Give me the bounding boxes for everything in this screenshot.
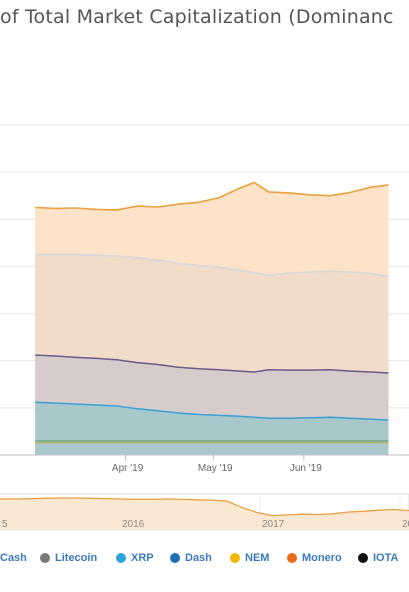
legend-label: Monero [302, 552, 342, 564]
legend-item[interactable]: IOTA [358, 552, 398, 564]
ethereum-area [35, 254, 389, 373]
legend-item[interactable]: NEM [230, 552, 269, 564]
legend-label: NEM [245, 552, 270, 564]
x-tick-label: Apr '19 [112, 463, 144, 474]
legend-marker-icon [230, 553, 240, 563]
legend-item[interactable]: XRP [116, 552, 154, 564]
legend-marker-icon [116, 553, 126, 563]
navigator-tick-label: 5 [2, 519, 8, 530]
legend-marker-icon [287, 553, 297, 563]
legend-label: Cash [0, 552, 27, 564]
legend-item[interactable]: Cash [0, 552, 27, 564]
legend-label: IOTA [373, 552, 399, 564]
legend-item[interactable]: Litecoin [40, 552, 97, 564]
navigator-tick-label: 2016 [122, 519, 145, 530]
chart-title: of Total Market Capitalization (Dominanc [0, 6, 394, 28]
x-tick-label: Jun '19 [290, 463, 322, 474]
x-tick-label: May '19 [198, 463, 233, 474]
legend-marker-icon [170, 553, 180, 563]
bitcoin-area [35, 182, 389, 277]
teal-series-area [35, 402, 389, 455]
legend-label: Litecoin [55, 552, 98, 564]
legend-label: XRP [131, 552, 154, 564]
legend-marker-icon [358, 553, 368, 563]
ethereum-line [35, 253, 389, 278]
purple-series-area [35, 355, 389, 421]
purple-series-line [35, 354, 389, 374]
navigator-tick-label: 20 [402, 519, 409, 530]
navigator-tick-label: 2017 [262, 519, 285, 530]
navigator-area [0, 498, 409, 530]
chart-legend: Cash Litecoin XRP Dash NEM Monero IOTA [0, 552, 409, 574]
legend-marker-icon [40, 553, 50, 563]
legend-label: Dash [185, 552, 212, 564]
legend-item[interactable]: Dash [170, 552, 212, 564]
xrp-line [35, 401, 389, 421]
bitcoin-line [35, 181, 389, 211]
legend-item[interactable]: Monero [287, 552, 342, 564]
navigator-line [0, 497, 409, 517]
